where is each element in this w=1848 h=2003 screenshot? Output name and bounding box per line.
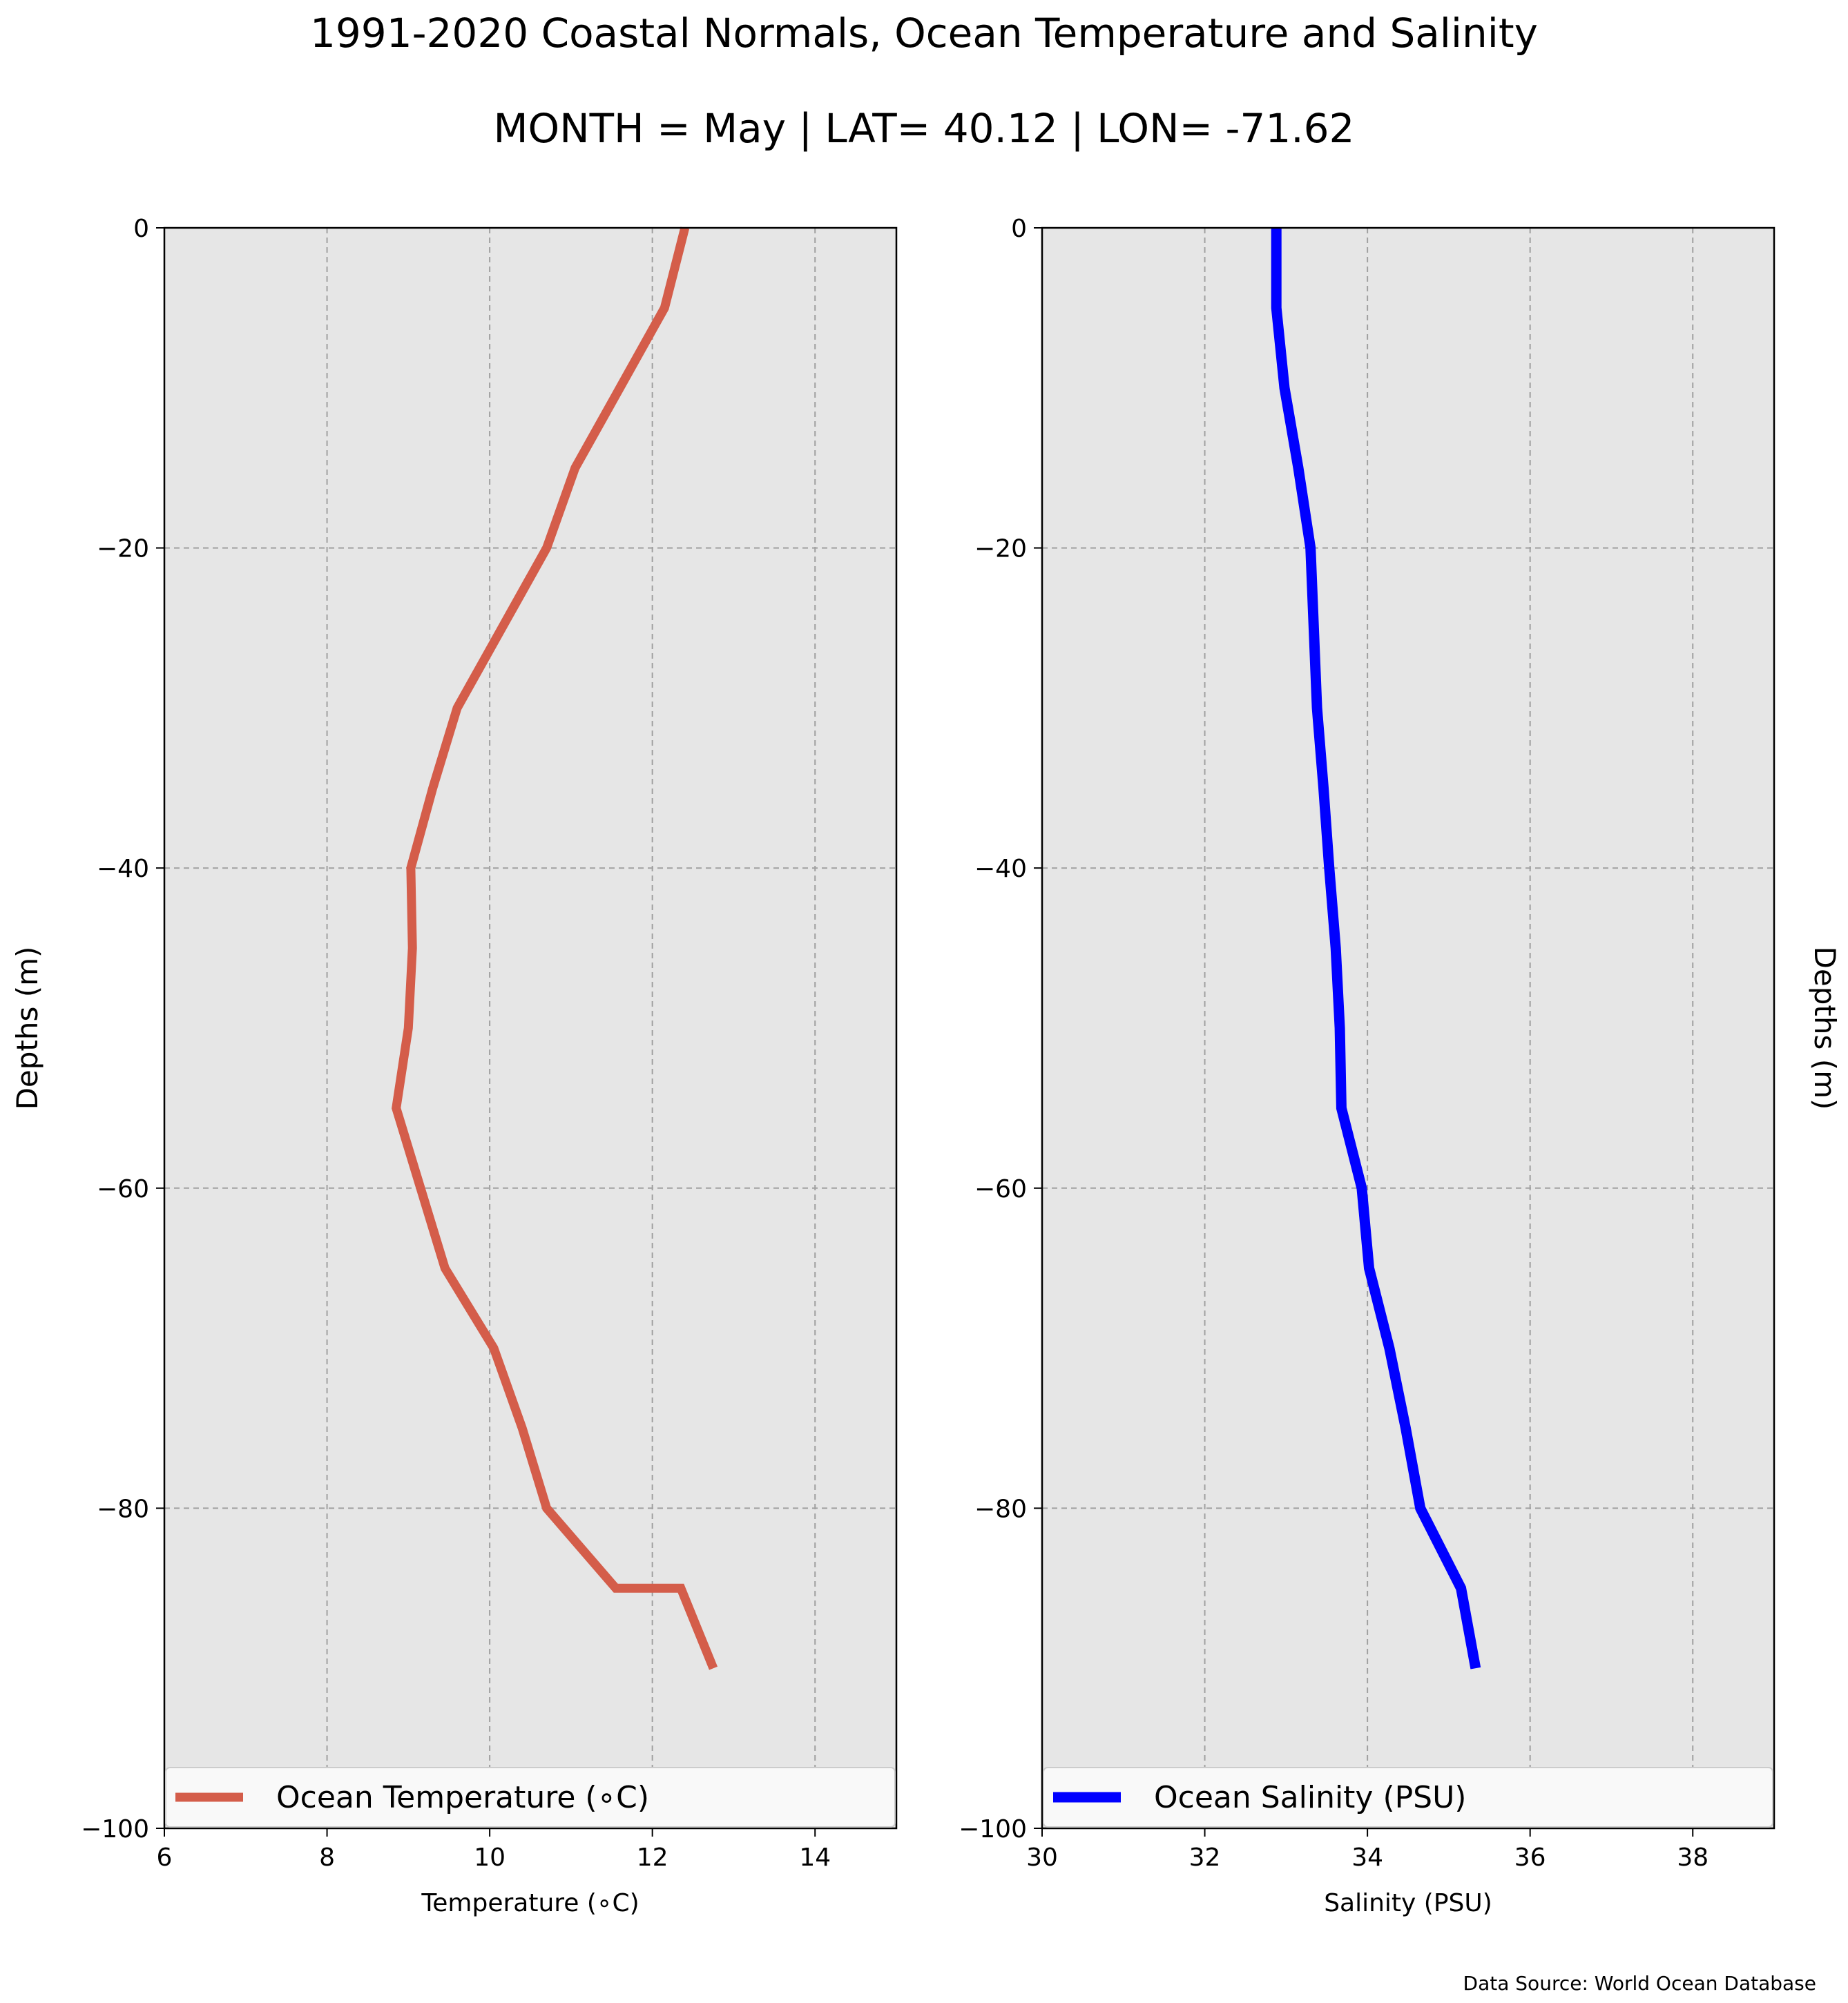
salinity-legend-label: Ocean Salinity (PSU) [1154,1780,1466,1815]
temperature-panel: 6 8 10 12 14 0 −20 −40 −60 −80 −100 Ocean Temperatu… [10,215,898,1917]
temperature-legend-box [165,1767,896,1828]
salinity-x-tick-label: 38 [1677,1844,1709,1872]
chart-title: 1991-2020 Coastal Normals, Ocean Tempera… [310,10,1538,57]
temperature-y-tick-label: 0 [133,215,149,243]
temperature-x-tick-label: 6 [157,1844,173,1872]
temperature-y-tick-label: −80 [97,1495,149,1523]
temperature-y-tick-label: −20 [97,535,149,563]
chart-subtitle: MONTH = May | LAT= 40.12 | LON= -71.62 [493,105,1355,152]
salinity-y-tick-label: −20 [974,535,1027,563]
temperature-y-tick-label: −100 [81,1815,149,1844]
temperature-legend: Ocean Temperature (∘C) [165,1767,896,1828]
temperature-x-tick-label: 14 [799,1844,831,1872]
temperature-y-tick-label: −40 [97,855,149,883]
salinity-y-tick-label: −60 [974,1175,1027,1203]
temperature-x-tick-label: 12 [637,1844,668,1872]
temperature-axes-frame [163,226,898,1830]
salinity-plot-area [1042,228,1774,1828]
salinity-x-tick-label: 30 [1026,1844,1058,1872]
salinity-legend: Ocean Salinity (PSU) [1043,1767,1773,1828]
temperature-x-axis-label: Temperature (∘C) [421,1889,639,1917]
salinity-x-axis-label: Salinity (PSU) [1324,1889,1492,1917]
salinity-axes-frame [1041,226,1775,1830]
salinity-x-tick-label: 36 [1514,1844,1546,1872]
salinity-y-tick-label: 0 [1011,215,1027,243]
temperature-x-tick-label: 8 [319,1844,335,1872]
salinity-panel: 30 32 34 36 38 0 −20 −40 −60 −80 −100 Ocean Salinit… [959,215,1842,1917]
salinity-y-tick-label: −100 [959,1815,1027,1844]
temperature-series-line [392,226,718,1670]
salinity-y-tick-label: −80 [974,1495,1027,1523]
temperature-x-tick-label: 10 [474,1844,506,1872]
temperature-y-tick-label: −60 [97,1175,149,1203]
salinity-legend-box [1043,1767,1773,1828]
salinity-series-line [1271,228,1481,1670]
temperature-legend-label: Ocean Temperature (∘C) [276,1780,649,1815]
salinity-y-tick-label: −40 [974,855,1027,883]
salinity-x-tick-label: 32 [1189,1844,1221,1872]
salinity-x-tick-label: 34 [1351,1844,1383,1872]
temperature-plot-area [164,228,896,1828]
temperature-y-axis-label: Depths (m) [10,947,44,1110]
salinity-y-axis-label: Depths (m) [1808,947,1842,1110]
data-source-note: Data Source: World Ocean Database [1463,1972,1816,1995]
